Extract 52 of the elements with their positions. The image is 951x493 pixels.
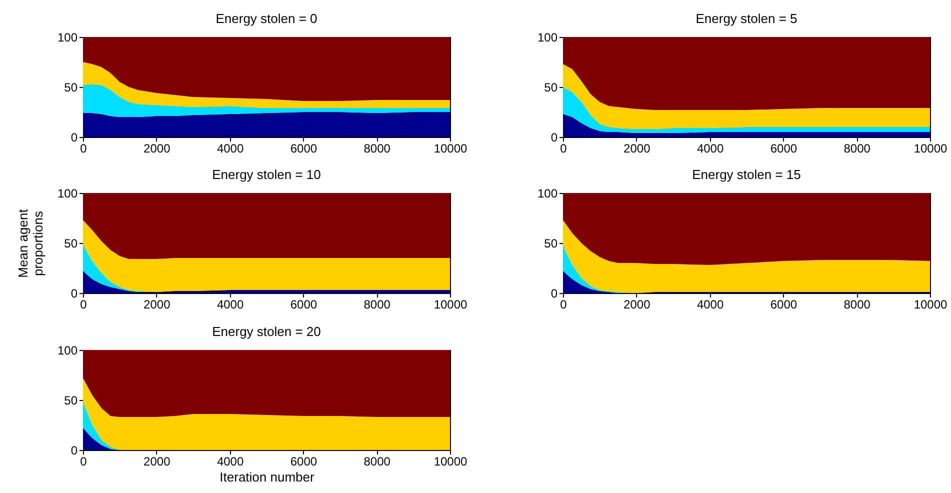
x-tick-label: 0 <box>560 298 568 312</box>
y-tick-label: 0 <box>550 130 558 144</box>
x-tick-label: 2000 <box>624 142 651 156</box>
y-tick-label: 50 <box>64 236 78 250</box>
x-tick-label: 0 <box>560 142 568 156</box>
x-tick-label: 10000 <box>914 142 948 156</box>
x-tick-label: 10000 <box>434 298 468 312</box>
x-tick-label: 2000 <box>144 298 171 312</box>
chart-title: Energy stolen = 5 <box>696 11 798 26</box>
x-tick-label: 4000 <box>696 142 724 156</box>
y-tick-label: 100 <box>537 186 558 200</box>
x-tick-label: 8000 <box>364 298 391 312</box>
x-tick-label: 6000 <box>770 142 798 156</box>
x-tick-label: 6000 <box>290 142 318 156</box>
y-tick-label: 0 <box>70 444 78 458</box>
x-tick-label: 6000 <box>290 298 318 312</box>
x-tick-label: 4000 <box>696 298 724 312</box>
x-axis-title: Iteration number <box>220 470 315 484</box>
y-tick-label: 100 <box>57 186 78 200</box>
y-tick-label: 100 <box>537 30 558 44</box>
x-tick-label: 0 <box>80 454 88 468</box>
y-tick-label: 50 <box>64 80 78 94</box>
chart-title: Energy stolen = 20 <box>212 324 321 339</box>
x-tick-label: 6000 <box>290 454 318 468</box>
x-tick-label: 4000 <box>216 454 244 468</box>
y-tick-label: 50 <box>544 236 558 250</box>
x-tick-label: 0 <box>80 142 88 156</box>
y-axis-title: Mean agent proportions <box>15 208 46 278</box>
y-tick-label: 100 <box>57 30 78 44</box>
y-tick-label: 50 <box>64 394 78 408</box>
x-tick-label: 2000 <box>144 454 171 468</box>
x-tick-label: 4000 <box>216 298 244 312</box>
x-tick-label: 10000 <box>434 454 468 468</box>
x-tick-label: 10000 <box>914 298 948 312</box>
y-tick-label: 0 <box>550 286 558 300</box>
y-tick-label: 100 <box>57 344 78 358</box>
y-tick-label: 0 <box>70 130 78 144</box>
x-tick-label: 8000 <box>844 298 871 312</box>
x-tick-label: 2000 <box>144 142 171 156</box>
y-tick-label: 50 <box>544 80 558 94</box>
chart-title: Energy stolen = 0 <box>216 11 318 26</box>
x-tick-label: 8000 <box>844 142 871 156</box>
chart-title: Energy stolen = 10 <box>212 167 321 182</box>
x-tick-label: 4000 <box>216 142 244 156</box>
y-tick-label: 0 <box>70 286 78 300</box>
chart-title: Energy stolen = 15 <box>692 167 801 182</box>
x-tick-label: 2000 <box>624 298 651 312</box>
x-tick-label: 0 <box>80 298 88 312</box>
x-tick-label: 6000 <box>770 298 798 312</box>
x-tick-label: 10000 <box>434 142 468 156</box>
x-tick-label: 8000 <box>364 142 391 156</box>
x-tick-label: 8000 <box>364 454 391 468</box>
